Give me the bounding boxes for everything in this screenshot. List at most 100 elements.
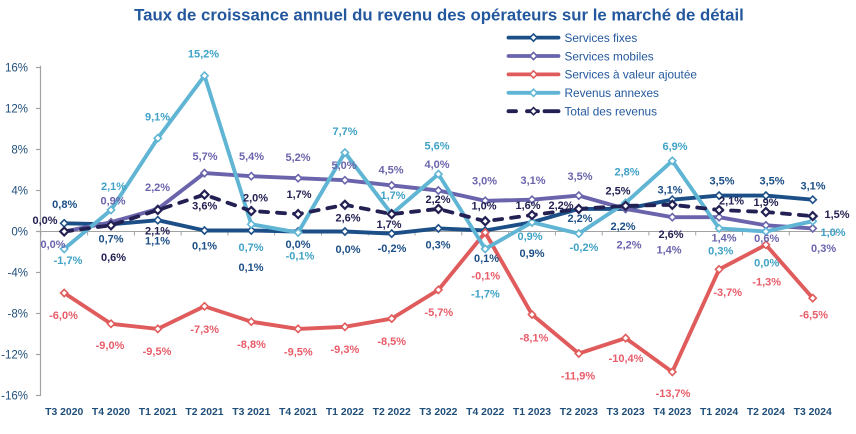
svg-text:0,0%: 0,0%	[285, 239, 310, 251]
svg-text:0,0%: 0,0%	[32, 215, 57, 227]
svg-text:0,7%: 0,7%	[98, 234, 123, 246]
svg-text:1,6%: 1,6%	[515, 200, 540, 212]
svg-text:-11,9%: -11,9%	[561, 371, 595, 383]
svg-text:1,5%: 1,5%	[824, 209, 849, 221]
svg-text:T4 2021: T4 2021	[279, 407, 317, 418]
svg-text:T4 2022: T4 2022	[466, 407, 504, 418]
svg-text:3,0%: 3,0%	[472, 176, 497, 188]
svg-text:-0,1%: -0,1%	[286, 251, 315, 263]
svg-text:2,0%: 2,0%	[243, 193, 268, 205]
svg-text:3,5%: 3,5%	[709, 176, 734, 188]
svg-text:2,2%: 2,2%	[616, 240, 641, 252]
svg-text:2,2%: 2,2%	[610, 221, 635, 233]
svg-text:T3 2020: T3 2020	[45, 407, 83, 418]
svg-text:0,3%: 0,3%	[708, 246, 733, 258]
svg-text:-5,7%: -5,7%	[424, 307, 453, 319]
svg-text:0,9%: 0,9%	[100, 196, 125, 208]
svg-text:0,1%: 0,1%	[192, 240, 217, 252]
svg-text:0,3%: 0,3%	[811, 243, 836, 255]
svg-text:Taux de croissance annuel du r: Taux de croissance annuel du revenu des …	[134, 6, 744, 25]
svg-text:2,2%: 2,2%	[567, 213, 592, 225]
svg-text:T2 2024: T2 2024	[747, 407, 785, 418]
svg-text:5,7%: 5,7%	[192, 151, 217, 163]
svg-text:1,0%: 1,0%	[820, 227, 845, 239]
svg-text:3,1%: 3,1%	[657, 185, 682, 197]
svg-text:0,0%: 0,0%	[335, 244, 360, 256]
svg-text:2,1%: 2,1%	[145, 225, 170, 237]
svg-text:T3 2023: T3 2023	[607, 407, 645, 418]
svg-text:Total des revenus: Total des revenus	[565, 105, 658, 119]
svg-text:5,4%: 5,4%	[239, 151, 264, 163]
svg-text:-1,7%: -1,7%	[471, 289, 500, 301]
svg-text:-9,5%: -9,5%	[284, 347, 313, 359]
svg-text:1,7%: 1,7%	[376, 219, 401, 231]
svg-text:3,1%: 3,1%	[520, 175, 545, 187]
svg-text:T1 2022: T1 2022	[326, 407, 364, 418]
svg-text:0,0%: 0,0%	[754, 258, 779, 270]
svg-text:1,9%: 1,9%	[753, 197, 778, 209]
svg-text:T1 2023: T1 2023	[513, 407, 551, 418]
svg-text:Revenus annexes: Revenus annexes	[565, 86, 660, 100]
svg-text:-10,4%: -10,4%	[609, 353, 644, 365]
svg-text:4,0%: 4,0%	[424, 159, 449, 171]
svg-text:T3 2024: T3 2024	[794, 407, 832, 418]
svg-text:T2 2022: T2 2022	[373, 407, 411, 418]
svg-text:-4%: -4%	[8, 268, 28, 280]
svg-text:0,1%: 0,1%	[238, 262, 263, 274]
svg-text:0,3%: 0,3%	[425, 239, 450, 251]
svg-text:2,6%: 2,6%	[335, 213, 360, 225]
svg-text:-8,5%: -8,5%	[377, 336, 406, 348]
svg-text:1,1%: 1,1%	[145, 235, 170, 247]
svg-text:3,6%: 3,6%	[192, 201, 217, 213]
svg-text:0,6%: 0,6%	[754, 233, 779, 245]
svg-text:4%: 4%	[11, 186, 28, 198]
svg-text:Services mobiles: Services mobiles	[565, 49, 654, 63]
svg-text:-0,2%: -0,2%	[570, 242, 599, 254]
svg-text:T4 2020: T4 2020	[92, 407, 130, 418]
svg-text:0,7%: 0,7%	[238, 242, 263, 254]
svg-text:-9,3%: -9,3%	[331, 344, 360, 356]
svg-text:12%: 12%	[5, 104, 28, 116]
svg-text:0,9%: 0,9%	[517, 231, 542, 243]
svg-text:1,7%: 1,7%	[286, 189, 311, 201]
svg-text:T1 2024: T1 2024	[700, 407, 738, 418]
svg-text:0,6%: 0,6%	[101, 252, 126, 264]
svg-text:2,6%: 2,6%	[658, 229, 683, 241]
svg-text:15,2%: 15,2%	[188, 49, 219, 61]
svg-text:2,1%: 2,1%	[719, 196, 744, 208]
svg-text:-1,7%: -1,7%	[54, 255, 83, 267]
svg-text:7,7%: 7,7%	[332, 126, 357, 138]
svg-text:3,5%: 3,5%	[567, 171, 592, 183]
svg-text:2,2%: 2,2%	[425, 194, 450, 206]
svg-text:-6,5%: -6,5%	[799, 309, 828, 321]
svg-text:4,5%: 4,5%	[378, 165, 403, 177]
svg-text:5,6%: 5,6%	[424, 141, 449, 153]
svg-text:3,1%: 3,1%	[800, 181, 825, 193]
svg-text:-8,8%: -8,8%	[237, 339, 266, 351]
svg-text:0,0%: 0,0%	[40, 239, 65, 251]
svg-text:-3,7%: -3,7%	[713, 287, 742, 299]
svg-text:Services à valeur ajoutée: Services à valeur ajoutée	[565, 68, 698, 82]
svg-text:-12%: -12%	[1, 350, 28, 362]
svg-text:0,1%: 0,1%	[474, 253, 499, 265]
svg-text:-1,3%: -1,3%	[752, 277, 781, 289]
svg-text:-0,1%: -0,1%	[471, 271, 500, 283]
svg-text:T1 2021: T1 2021	[139, 407, 177, 418]
svg-text:0%: 0%	[11, 227, 28, 239]
svg-text:2,8%: 2,8%	[614, 167, 639, 179]
svg-text:9,1%: 9,1%	[145, 112, 170, 124]
svg-text:-6,0%: -6,0%	[49, 310, 78, 322]
svg-text:16%: 16%	[5, 63, 28, 75]
svg-text:-13,7%: -13,7%	[656, 388, 691, 400]
svg-text:0,9%: 0,9%	[519, 248, 544, 260]
svg-text:2,2%: 2,2%	[548, 200, 573, 212]
svg-text:2,5%: 2,5%	[605, 186, 630, 198]
svg-text:6,9%: 6,9%	[662, 141, 687, 153]
svg-text:2,1%: 2,1%	[101, 181, 126, 193]
svg-text:-9,5%: -9,5%	[143, 346, 172, 358]
svg-text:T2 2021: T2 2021	[185, 407, 223, 418]
svg-text:T3 2022: T3 2022	[419, 407, 457, 418]
svg-text:-16%: -16%	[1, 391, 28, 403]
svg-text:T2 2023: T2 2023	[560, 407, 598, 418]
svg-text:1,4%: 1,4%	[711, 233, 736, 245]
